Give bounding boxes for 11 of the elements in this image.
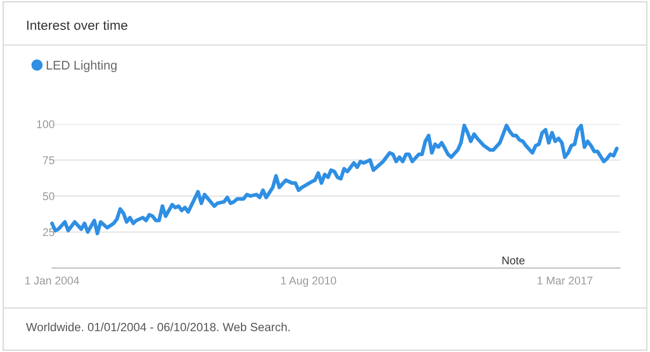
legend-label: LED Lighting (46, 60, 117, 72)
x-tick-label: 1 Jan 2004 (25, 276, 80, 285)
annotation: Note (502, 256, 525, 264)
y-tick-label: 100 (37, 120, 54, 128)
y-tick-label: 25 (42, 228, 54, 236)
chart-title: Interest over time (27, 20, 128, 30)
x-tick-label: 1 Mar 2017 (538, 276, 592, 285)
y-tick-label: 50 (42, 192, 54, 200)
y-tick-label: 75 (42, 156, 54, 164)
text: Worldwide. 01/01/2004 - 06/10/2018. Web Search. (26, 322, 290, 332)
x-tick-label: 1 Aug 2010 (281, 276, 336, 287)
